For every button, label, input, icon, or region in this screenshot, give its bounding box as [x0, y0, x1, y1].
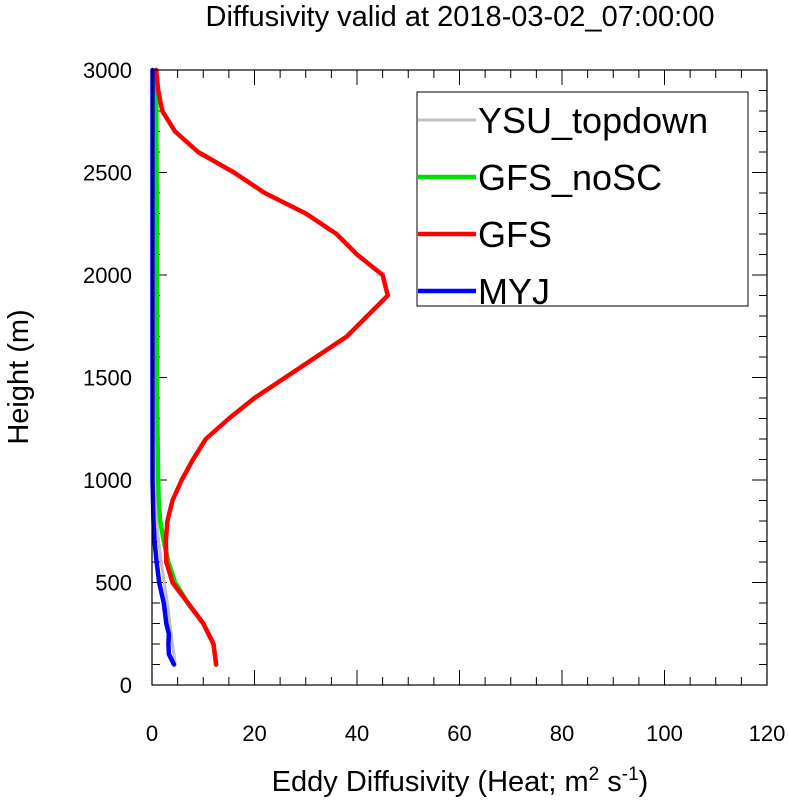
x-axis-label: Eddy Diffusivity (Heat; m2 s-1) — [272, 764, 649, 798]
series-lines — [150, 67, 391, 667]
legend-box — [416, 91, 749, 307]
x-tick-label: 120 — [749, 721, 786, 746]
y-tick-label: 1500 — [83, 366, 132, 391]
y-tick-label: 0 — [120, 673, 132, 698]
axis-tick-labels: 0 20 40 60 80 100 120 0 500 1000 1500 2000 2500 3000 — [83, 58, 785, 746]
y-tick-label: 2500 — [83, 161, 132, 186]
x-axis-label-exp1: 2 — [589, 764, 600, 785]
x-tick-label: 80 — [550, 721, 574, 746]
x-axis-label-mid: s — [599, 766, 622, 798]
x-axis-label-suffix: ) — [639, 766, 649, 798]
x-tick-label: 20 — [242, 721, 266, 746]
x-axis-label-exp2: -1 — [622, 764, 639, 785]
legend-items: YSU_topdown GFS_noSC GFS MYJ — [418, 100, 708, 312]
x-tick-label: 0 — [146, 721, 158, 746]
chart-title: Diffusivity valid at 2018-03-02_07:00:00 — [206, 1, 715, 33]
legend-label: MYJ — [478, 271, 550, 312]
y-tick-label: 2000 — [83, 263, 132, 288]
legend-label: GFS — [478, 214, 552, 255]
y-tick-label: 500 — [95, 571, 132, 596]
y-tick-label: 3000 — [83, 58, 132, 83]
x-axis-label-prefix: Eddy Diffusivity (Heat; m — [272, 766, 589, 798]
legend: YSU_topdown GFS_noSC GFS MYJ — [416, 91, 749, 312]
y-tick-label: 1000 — [83, 468, 132, 493]
legend-label: GFS_noSC — [478, 157, 662, 198]
x-tick-label: 100 — [646, 721, 683, 746]
legend-label: YSU_topdown — [478, 100, 708, 141]
series-line-gfs — [153, 67, 391, 667]
x-tick-label: 40 — [345, 721, 369, 746]
x-tick-label: 60 — [447, 721, 471, 746]
plot-frame — [151, 69, 768, 686]
y-axis-label: Height (m) — [3, 309, 35, 444]
